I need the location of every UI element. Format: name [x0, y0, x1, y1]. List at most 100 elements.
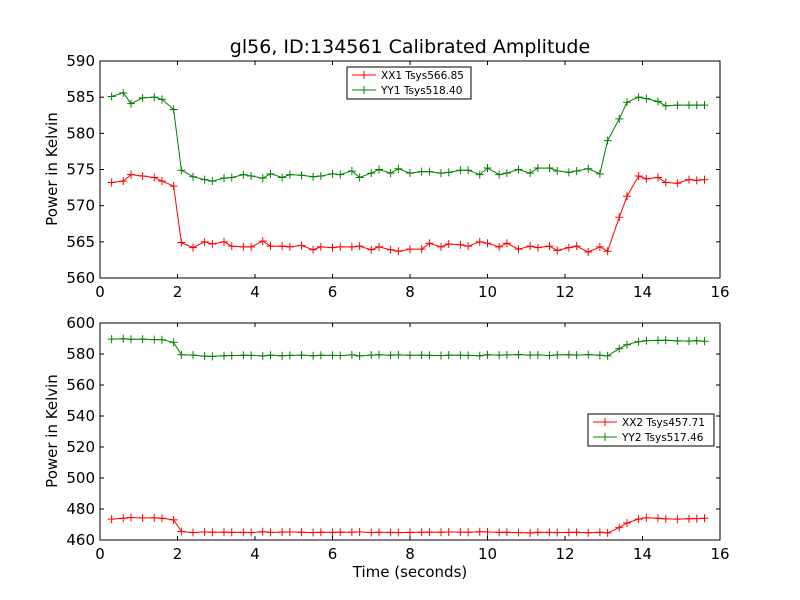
- bottom-series-0-marker: [545, 528, 554, 537]
- bottom-series-1-marker: [107, 335, 116, 344]
- bottom-series-0-marker: [673, 515, 682, 524]
- top-series-0-marker: [127, 170, 135, 179]
- top-series-1-marker: [258, 174, 267, 183]
- top-series-1-marker: [220, 174, 228, 183]
- top-series-1-marker: [158, 95, 166, 104]
- top-series-0-marker: [158, 177, 166, 186]
- top-y-tick-label: 565: [66, 233, 95, 251]
- bottom-x-tick-label: 16: [710, 545, 729, 563]
- top-x-tick-label: 14: [633, 283, 652, 301]
- bottom-series-1-marker: [483, 350, 492, 359]
- top-legend-label: XX1 Tsys566.85: [381, 70, 464, 82]
- top-series-1-marker: [623, 98, 631, 107]
- bottom-series-0-marker: [355, 527, 364, 536]
- top-series-0-marker: [220, 237, 228, 246]
- bottom-series-1-marker: [495, 351, 504, 360]
- top-series-1-marker: [642, 94, 651, 103]
- top-series-0-marker: [526, 242, 535, 251]
- bottom-series-0-marker: [553, 528, 562, 537]
- bottom-series-1-marker: [347, 350, 356, 359]
- bottom-series-0-marker: [239, 528, 248, 537]
- top-series-1-marker: [169, 105, 178, 114]
- bottom-series-0-marker: [526, 528, 535, 537]
- bottom-series-1-marker: [258, 351, 267, 360]
- bottom-series-0-marker: [615, 523, 624, 532]
- top-y-tick-label: 585: [66, 88, 95, 106]
- top-plot-area: 0 2 4 6 8 10 12 14 16 560 565 570 575 580 585 590 XX1 Ts…: [66, 52, 729, 301]
- top-series-0-marker: [328, 243, 337, 252]
- bottom-series-1-marker: [158, 335, 166, 344]
- bottom-series-0-marker: [386, 528, 395, 537]
- bottom-series-1-marker: [394, 350, 403, 359]
- top-series-0-marker: [355, 242, 364, 251]
- top-series-1-marker: [309, 172, 318, 181]
- bottom-series-1-marker: [437, 351, 445, 360]
- bottom-series-0-marker: [208, 528, 217, 537]
- top-series-0-marker: [285, 242, 294, 251]
- top-y-tick-label: 580: [66, 124, 95, 142]
- top-series-1-marker: [502, 169, 511, 178]
- bottom-series-0-marker: [394, 528, 403, 537]
- top-series-1-marker: [177, 166, 186, 175]
- bottom-series-1-marker: [127, 335, 135, 344]
- top-series-1-marker: [514, 165, 523, 174]
- top-legend-swatch-marker: [360, 71, 368, 79]
- bottom-x-tick-label: 10: [478, 545, 497, 563]
- bottom-series-0-marker: [564, 528, 573, 537]
- bottom-series-1-marker: [661, 336, 670, 345]
- bottom-series-0-marker: [266, 528, 275, 537]
- bottom-series-0-marker: [692, 514, 701, 523]
- bottom-series-0-marker: [169, 515, 178, 524]
- top-x-tick-label: 4: [250, 283, 260, 301]
- top-chart-title: gl56, ID:134561 Calibrated Amplitude: [230, 36, 590, 58]
- top-series-1-marker: [572, 166, 581, 175]
- top-series-1-marker: [336, 170, 345, 179]
- top-series-0-marker: [386, 245, 395, 254]
- bottom-series-0-marker: [464, 528, 473, 537]
- top-series-1-marker: [386, 169, 395, 178]
- bottom-series-1-marker: [603, 351, 612, 360]
- bottom-series-0-marker: [247, 528, 256, 537]
- bottom-series-0-marker: [336, 528, 345, 537]
- top-series-1-marker: [375, 165, 383, 174]
- top-legend-swatch-marker: [360, 86, 368, 94]
- top-x-tick-label: 16: [710, 283, 729, 301]
- bottom-series-0-marker: [158, 514, 166, 523]
- bottom-series-1-marker: [553, 350, 562, 359]
- top-series-1-marker: [584, 164, 593, 173]
- top-series-1-marker: [425, 167, 434, 176]
- bottom-series-1-marker: [309, 351, 318, 360]
- bottom-x-tick-label: 8: [405, 545, 415, 563]
- top-series-1-marker: [127, 99, 135, 108]
- bottom-series-0-marker: [278, 528, 287, 537]
- bottom-series-0-marker: [572, 528, 581, 537]
- top-series-1-marker: [119, 88, 128, 97]
- top-series-0-marker: [685, 175, 693, 184]
- bottom-series-1-marker: [545, 351, 554, 360]
- top-series-1-marker: [208, 177, 217, 186]
- top-series-0-marker: [425, 239, 434, 248]
- bottom-series-1-marker: [615, 344, 624, 353]
- top-series-0-marker: [189, 243, 197, 252]
- bottom-y-tick-label: 600: [66, 314, 95, 332]
- top-series-1-marker: [328, 169, 337, 178]
- top-subplot: gl56, ID:134561 Calibrated Amplitude 0 2 4…: [43, 36, 730, 301]
- bottom-series-1-marker: [642, 336, 651, 345]
- bottom-series-0-marker: [375, 528, 383, 537]
- bottom-series-0-marker: [316, 528, 325, 537]
- bottom-series-1-marker: [239, 351, 248, 360]
- bottom-series-0-marker: [603, 528, 612, 537]
- bottom-x-tick-label: 12: [555, 545, 574, 563]
- bottom-series-0-marker: [347, 528, 356, 537]
- top-series-0-marker: [533, 243, 542, 252]
- bottom-series-0-marker: [119, 514, 128, 523]
- top-series-1-marker: [654, 97, 662, 106]
- bottom-series-0-marker: [425, 528, 434, 537]
- top-series-0-marker: [456, 240, 465, 249]
- top-series-0-marker: [514, 245, 523, 254]
- bottom-series-0-marker: [685, 514, 693, 523]
- bottom-series-1-marker: [200, 352, 209, 361]
- bottom-series-1-marker: [177, 350, 186, 359]
- bottom-series-1-marker: [692, 336, 701, 345]
- bottom-series-1-marker: [700, 337, 709, 346]
